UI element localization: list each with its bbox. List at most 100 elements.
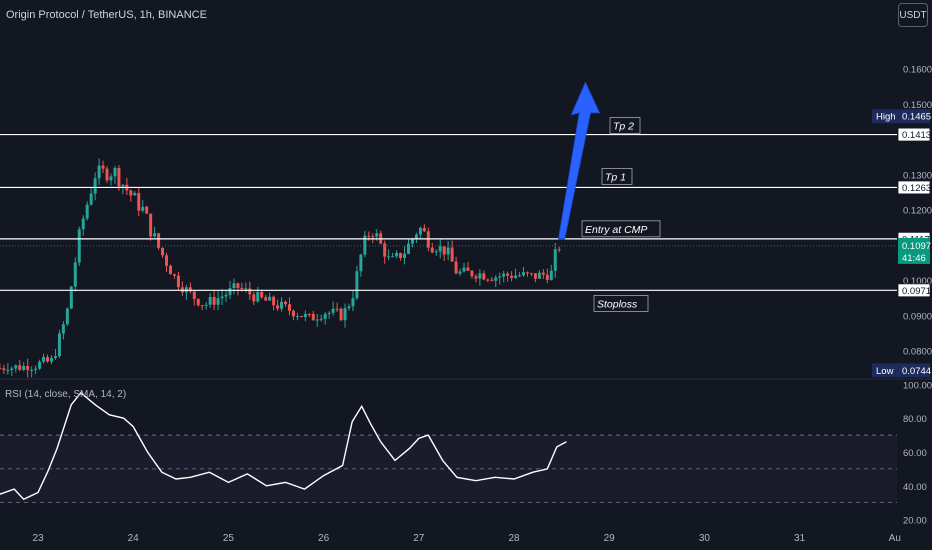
candle-body bbox=[252, 294, 256, 302]
candle-body bbox=[462, 267, 466, 272]
candle-body bbox=[446, 247, 450, 255]
price-tick-label: 0.0800 bbox=[903, 347, 932, 358]
candle-body bbox=[315, 319, 319, 321]
candle-body bbox=[470, 270, 474, 277]
candle-body bbox=[486, 279, 490, 281]
candle-body bbox=[307, 313, 311, 315]
price-tick-label: 0.1200 bbox=[903, 206, 932, 217]
time-tick-label: 27 bbox=[413, 533, 425, 544]
candle-body bbox=[458, 271, 462, 274]
candle-body bbox=[220, 296, 224, 299]
level-price-tag: 0.1263 bbox=[902, 183, 931, 194]
hl-value: 0.1465 bbox=[902, 112, 931, 123]
candle-body bbox=[165, 255, 169, 266]
candle-body bbox=[121, 184, 125, 187]
price-tick-label: 0.1000 bbox=[903, 276, 932, 287]
candle-body bbox=[18, 365, 22, 370]
candle-body bbox=[375, 233, 379, 237]
rsi-tick-label: 20.00 bbox=[903, 516, 927, 527]
time-tick-label: 28 bbox=[508, 533, 520, 544]
projection-arrow bbox=[558, 81, 601, 240]
price-tick-label: 0.1500 bbox=[903, 100, 932, 111]
candle-body bbox=[61, 324, 65, 334]
candle-body bbox=[494, 277, 498, 281]
time-tick-label: 30 bbox=[699, 533, 711, 544]
candle-body bbox=[311, 313, 315, 321]
candle-body bbox=[69, 286, 73, 309]
candle-body bbox=[14, 365, 18, 369]
hl-value: 0.0744 bbox=[902, 366, 931, 377]
candle-body bbox=[216, 298, 220, 305]
candle-body bbox=[478, 273, 482, 279]
candle-body bbox=[129, 190, 133, 196]
candle-body bbox=[272, 296, 276, 306]
candle-body bbox=[73, 262, 77, 287]
candle-body bbox=[295, 316, 299, 318]
arrow-shape bbox=[558, 81, 601, 240]
candle-body bbox=[525, 272, 529, 274]
level-price-tag: 0.1413 bbox=[902, 130, 931, 141]
rsi-tick-label: 100.00 bbox=[903, 380, 932, 391]
candle-body bbox=[276, 305, 280, 309]
candle-body bbox=[85, 204, 89, 219]
candle-body bbox=[529, 273, 533, 275]
candle-body bbox=[10, 368, 14, 370]
candle-body bbox=[57, 333, 61, 357]
candle-body bbox=[224, 294, 228, 297]
currency-button[interactable]: USDT bbox=[898, 3, 928, 27]
candle-body bbox=[105, 168, 109, 181]
candle-body bbox=[541, 272, 545, 275]
candle-body bbox=[161, 247, 165, 256]
candle-body bbox=[395, 252, 399, 257]
time-tick-label: Au bbox=[889, 533, 901, 544]
candle-body bbox=[359, 254, 363, 272]
candle-body bbox=[557, 249, 561, 251]
level-label-box bbox=[609, 117, 641, 134]
candle-body bbox=[97, 165, 101, 179]
rsi-tick-label: 60.00 bbox=[903, 448, 927, 459]
candle-body bbox=[280, 301, 284, 309]
candle-body bbox=[172, 274, 176, 276]
candle-body bbox=[466, 267, 470, 271]
candle-body bbox=[240, 287, 244, 289]
candle-body bbox=[403, 253, 407, 259]
candle-body bbox=[414, 234, 418, 239]
level-label-box bbox=[601, 168, 633, 185]
candle-body bbox=[34, 368, 38, 370]
candle-body bbox=[422, 227, 426, 232]
candle-body bbox=[343, 308, 347, 321]
candle-body bbox=[545, 274, 549, 280]
candle-body bbox=[42, 357, 46, 362]
level-label-box bbox=[581, 220, 661, 238]
candle-body bbox=[256, 291, 260, 302]
candle-body bbox=[260, 291, 264, 298]
current-price-tag: 0.1097 bbox=[902, 241, 931, 252]
candle-body bbox=[208, 297, 212, 305]
candle-body bbox=[363, 235, 367, 255]
candle-body bbox=[192, 291, 196, 299]
rsi-line bbox=[0, 391, 567, 501]
candle-body bbox=[149, 213, 153, 237]
candle-body bbox=[81, 218, 85, 230]
candle-body bbox=[2, 368, 6, 370]
candle-body bbox=[371, 236, 375, 238]
candle-body bbox=[117, 167, 121, 187]
candle-body bbox=[101, 165, 105, 169]
candle-body bbox=[383, 243, 387, 257]
candle-body bbox=[287, 304, 291, 311]
candle-body bbox=[89, 193, 93, 205]
hl-label: Low bbox=[876, 366, 894, 377]
level-price-tag-bg bbox=[897, 180, 931, 195]
candle-body bbox=[188, 287, 192, 292]
candle-body bbox=[347, 306, 351, 309]
candle-body bbox=[236, 283, 240, 288]
candle-body bbox=[93, 178, 97, 194]
candle-body bbox=[291, 310, 295, 317]
time-axis[interactable]: 23 24 25 26 27 28 29 30 31 Au bbox=[32, 533, 900, 544]
price-tick-label: 0.1300 bbox=[903, 170, 932, 181]
candle-body bbox=[339, 308, 343, 321]
candle-body bbox=[212, 297, 216, 305]
price-axis[interactable]: 0.1600 0.1500 0.1300 0.1200 0.1000 0.0900 0.08… bbox=[872, 65, 932, 378]
level-label: Tp 2 bbox=[613, 121, 634, 133]
